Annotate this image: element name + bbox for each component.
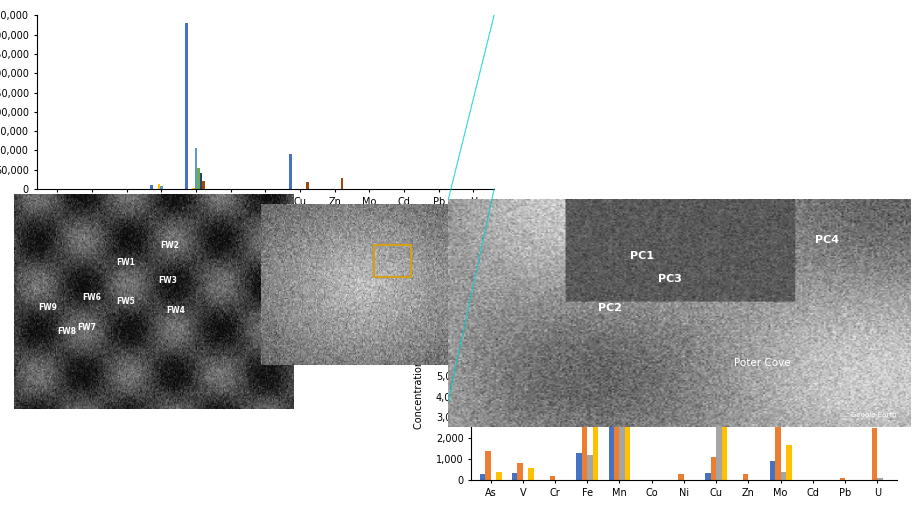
Bar: [593, 317, 598, 480]
Text: Poter Cove: Poter Cove: [734, 358, 791, 368]
Bar: [775, 279, 780, 480]
Bar: [619, 413, 625, 480]
Bar: [877, 478, 883, 480]
Text: FW4: FW4: [167, 306, 185, 315]
Bar: [743, 474, 748, 480]
Text: FW1: FW1: [116, 259, 135, 267]
Bar: [625, 275, 630, 480]
Bar: [479, 474, 485, 480]
Bar: [202, 181, 205, 189]
Bar: [576, 453, 582, 480]
Bar: [307, 182, 308, 189]
Bar: [511, 473, 517, 480]
Text: FW7: FW7: [77, 323, 96, 332]
Bar: [150, 185, 153, 189]
Bar: [157, 184, 160, 189]
Bar: [496, 472, 501, 480]
Text: PC1: PC1: [630, 251, 654, 261]
Bar: [614, 397, 619, 480]
Bar: [716, 422, 722, 480]
Y-axis label: Concentration (ng/kg): Concentration (ng/kg): [414, 322, 425, 429]
Bar: [608, 382, 614, 480]
Bar: [528, 468, 533, 480]
Bar: [550, 476, 555, 480]
Bar: [711, 457, 716, 480]
Bar: [374, 245, 411, 277]
Bar: [840, 478, 845, 480]
Bar: [786, 445, 791, 480]
Bar: [160, 187, 163, 189]
Text: Google Earth: Google Earth: [851, 411, 897, 417]
Bar: [679, 474, 684, 480]
Bar: [185, 23, 188, 189]
Text: FW8: FW8: [58, 327, 76, 336]
Bar: [517, 462, 522, 480]
Bar: [485, 451, 490, 480]
Bar: [199, 173, 202, 189]
Text: FW5: FW5: [116, 297, 135, 306]
Bar: [289, 153, 292, 189]
Bar: [705, 473, 711, 480]
Text: FW3: FW3: [157, 275, 177, 285]
Bar: [340, 178, 343, 189]
Bar: [780, 472, 786, 480]
Text: PC3: PC3: [658, 274, 682, 284]
Bar: [722, 405, 727, 480]
Bar: [587, 455, 593, 480]
Bar: [582, 403, 587, 480]
Bar: [195, 148, 198, 189]
Text: FW2: FW2: [160, 241, 179, 250]
Text: PC4: PC4: [815, 235, 839, 245]
Legend: FW1, FW2, FW3, FW4, FW5, FW6, FW7, FW8, FW9: FW1, FW2, FW3, FW4, FW5, FW6, FW7, FW8, …: [68, 232, 417, 248]
Text: PC2: PC2: [598, 304, 622, 313]
Bar: [872, 428, 877, 480]
Bar: [770, 461, 775, 480]
Text: FW9: FW9: [38, 304, 57, 312]
Bar: [198, 168, 199, 189]
Bar: [192, 188, 195, 189]
Text: FW6: FW6: [82, 293, 102, 301]
